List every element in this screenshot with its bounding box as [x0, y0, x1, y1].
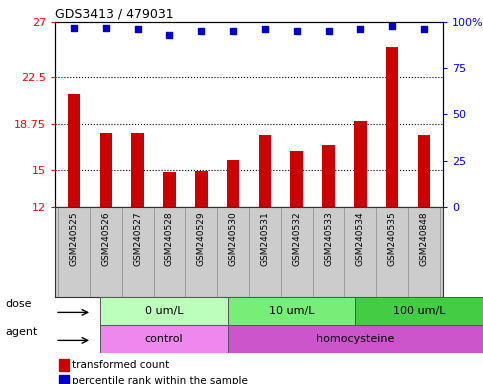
Text: percentile rank within the sample: percentile rank within the sample: [72, 376, 248, 384]
FancyBboxPatch shape: [227, 325, 483, 353]
Text: GSM240534: GSM240534: [356, 212, 365, 266]
Bar: [354, 121, 367, 207]
Point: [388, 23, 396, 29]
Text: GSM240528: GSM240528: [165, 212, 174, 266]
Text: 100 um/L: 100 um/L: [393, 306, 445, 316]
Bar: [227, 160, 240, 207]
FancyBboxPatch shape: [100, 297, 227, 325]
Text: GSM240526: GSM240526: [101, 212, 111, 266]
Bar: [59, 359, 69, 371]
Text: GSM240533: GSM240533: [324, 212, 333, 266]
Point: [102, 25, 110, 31]
Bar: [322, 145, 335, 207]
FancyBboxPatch shape: [100, 325, 227, 353]
Text: GSM240527: GSM240527: [133, 212, 142, 266]
Bar: [131, 133, 144, 207]
Point: [198, 28, 205, 34]
Point: [229, 28, 237, 34]
Bar: [99, 133, 112, 207]
Text: GSM240530: GSM240530: [228, 212, 238, 266]
Bar: [418, 136, 430, 207]
Text: transformed count: transformed count: [72, 360, 170, 370]
Point: [325, 28, 332, 34]
Text: homocysteine: homocysteine: [316, 334, 395, 344]
Point: [166, 32, 173, 38]
Bar: [258, 136, 271, 207]
Text: dose: dose: [5, 299, 31, 309]
FancyBboxPatch shape: [227, 297, 355, 325]
Bar: [290, 152, 303, 207]
Point: [420, 26, 428, 33]
Bar: [386, 47, 398, 207]
Bar: [195, 171, 208, 207]
Text: GSM240531: GSM240531: [260, 212, 270, 266]
Point: [293, 28, 300, 34]
Point: [134, 26, 142, 33]
Text: agent: agent: [5, 327, 37, 337]
Text: GDS3413 / 479031: GDS3413 / 479031: [55, 8, 173, 21]
Bar: [59, 375, 69, 384]
Bar: [163, 172, 176, 207]
Text: control: control: [144, 334, 183, 344]
Point: [70, 25, 78, 31]
Text: 0 um/L: 0 um/L: [144, 306, 183, 316]
Text: 10 um/L: 10 um/L: [269, 306, 314, 316]
Point: [261, 26, 269, 33]
Point: [356, 26, 364, 33]
Text: GSM240848: GSM240848: [419, 212, 428, 266]
FancyBboxPatch shape: [355, 297, 483, 325]
Text: GSM240525: GSM240525: [70, 212, 79, 266]
Text: GSM240532: GSM240532: [292, 212, 301, 266]
Text: GSM240529: GSM240529: [197, 212, 206, 266]
Bar: [68, 94, 81, 207]
Text: GSM240535: GSM240535: [388, 212, 397, 266]
